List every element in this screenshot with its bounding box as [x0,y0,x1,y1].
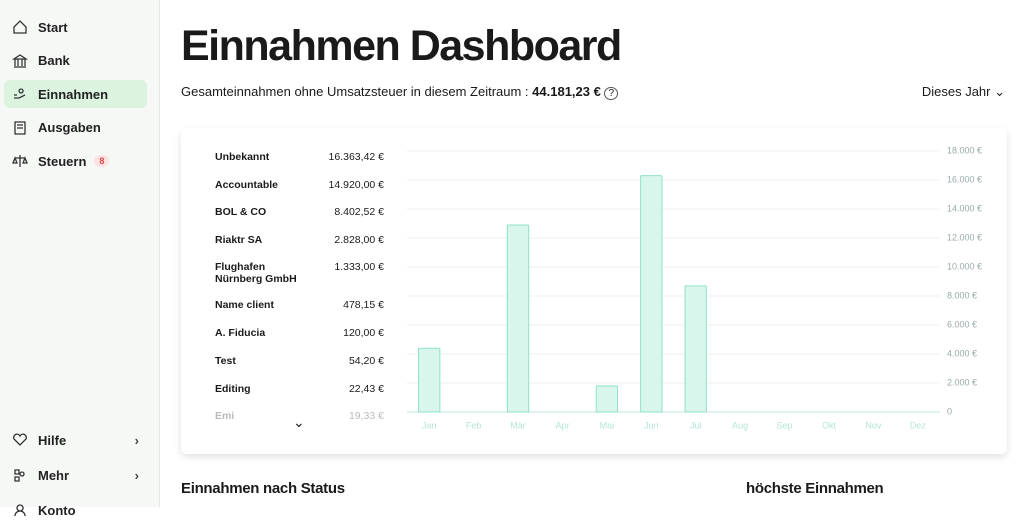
chart-card: ⌄ 0 2.000 € 4.000 € 6.000 € 8.000 € 10.000 € 1… [181,128,1007,454]
client-name: BOL & CO [215,206,267,218]
nav-icon [13,433,27,446]
client-name: Emi [215,410,235,422]
summary-value: 44.181,23 € [532,84,601,99]
client-amount: 1.333,00 € [334,261,384,273]
bar [595,385,619,413]
client-amount: 2.828,00 € [334,234,384,246]
chevron: › [134,432,139,448]
bar [640,175,663,413]
section-title: Einnahmen nach Status [181,480,345,497]
client-amount: 478,15 € [343,299,384,311]
period-label: Dieses Jahr [921,84,991,99]
y-tick-label: 10.000 € [947,261,982,271]
y-tick-label: 4.000 € [947,348,977,358]
x-tick-label: Sep [777,420,793,430]
page: Start Bank Einnahmen Ausgaben Steuern 8 Hilfe ›… [0,0,1007,518]
x-tick-label: Okt [822,420,837,430]
nav-icon [14,120,26,135]
sidebar: Start Bank Einnahmen Ausgaben Steuern 8 Hilfe ›… [0,0,160,518]
info-icon[interactable]: ? [604,87,619,100]
y-tick-label: 12.000 € [947,232,982,242]
nav-item[interactable]: Mehr › [4,461,147,489]
page-title: Einnahmen Dashboard [181,22,622,70]
client-amount: 54,20 € [348,355,384,367]
nav-label: Bank [38,53,70,68]
x-tick-label: Apr [555,420,569,430]
x-tick-label: Aug [732,420,748,430]
client-amount: 16.363,42 € [328,151,384,163]
nav-icon [12,155,28,167]
nav-label: Einnahmen [38,86,109,102]
x-tick-label: Mai [600,420,615,430]
nav-item[interactable]: Start [4,13,147,41]
expand-chevron[interactable]: ⌄ [293,414,305,430]
nav-icon [14,469,25,482]
nav-label: Start [38,19,68,35]
y-tick-label: 16.000 € [947,174,982,184]
x-tick-label: Mär [510,420,526,430]
nav-icon [14,504,26,517]
client-name: Unbekannt [215,151,270,163]
client-amount: 22,43 € [348,383,384,395]
x-tick-label: Feb [466,420,482,430]
nav-badge: 8 [94,155,110,167]
nav-label: Hilfe [38,432,67,448]
chevron: › [134,467,139,483]
chart: 0 2.000 € 4.000 € 6.000 € 8.000 € 10.000 € 12.… [407,145,982,430]
y-tick-label: 14.000 € [947,203,982,213]
client-name: Riaktr SA [215,234,263,246]
y-tick-label: 2.000 € [947,377,977,387]
nav-label: Konto [38,502,76,518]
client-name: Name client [215,299,274,311]
y-tick-label: 0 [947,406,952,416]
y-tick-label: 6.000 € [947,319,977,329]
x-tick-label: Jul [690,420,702,430]
section-title: höchste Einnahmen [746,480,884,497]
bar [684,285,707,413]
nav-item[interactable]: Bank [4,47,147,75]
y-tick-label: 18.000 € [947,145,982,155]
client-amount: 120,00 € [343,327,384,339]
x-tick-label: Jan [422,420,437,430]
period-select[interactable]: Dieses Jahr ⌄ [921,84,1005,99]
summary-label: Gesamteinnahmen ohne Umsatzsteuer in die… [181,84,529,99]
nav-label: Ausgaben [38,120,101,135]
bar [506,224,530,413]
nav-item[interactable]: Hilfe › [4,426,147,454]
nav-item[interactable]: Einnahmen [4,80,147,108]
client-name: Test [215,355,236,367]
bar [418,347,441,413]
client-amount: 14.920,00 € [328,179,384,191]
client-amount: 19,33 € [348,410,384,422]
summary: Gesamteinnahmen ohne Umsatzsteuer in die… [181,84,619,100]
client-amount: 8.402,52 € [334,206,384,218]
nav-icon [12,53,28,68]
y-tick-label: 8.000 € [947,290,977,300]
nav-item[interactable]: Steuern 8 [4,147,147,175]
x-tick-label: Jun [644,420,659,430]
nav-label: Mehr [38,467,70,483]
x-tick-label: Dez [910,420,927,430]
nav-label: Steuern [38,153,87,169]
x-tick-label: Nov [865,420,882,430]
nav-icon [13,20,27,34]
client-name: Accountable [215,179,279,191]
nav-item[interactable]: Ausgaben [4,114,147,142]
client-name: Flughafen Nürnberg GmbH [215,261,297,285]
nav-item[interactable]: Konto [4,496,147,524]
nav-icon [14,88,26,99]
client-name: Editing [215,383,251,395]
client-name: A. Fiducia [215,327,266,339]
